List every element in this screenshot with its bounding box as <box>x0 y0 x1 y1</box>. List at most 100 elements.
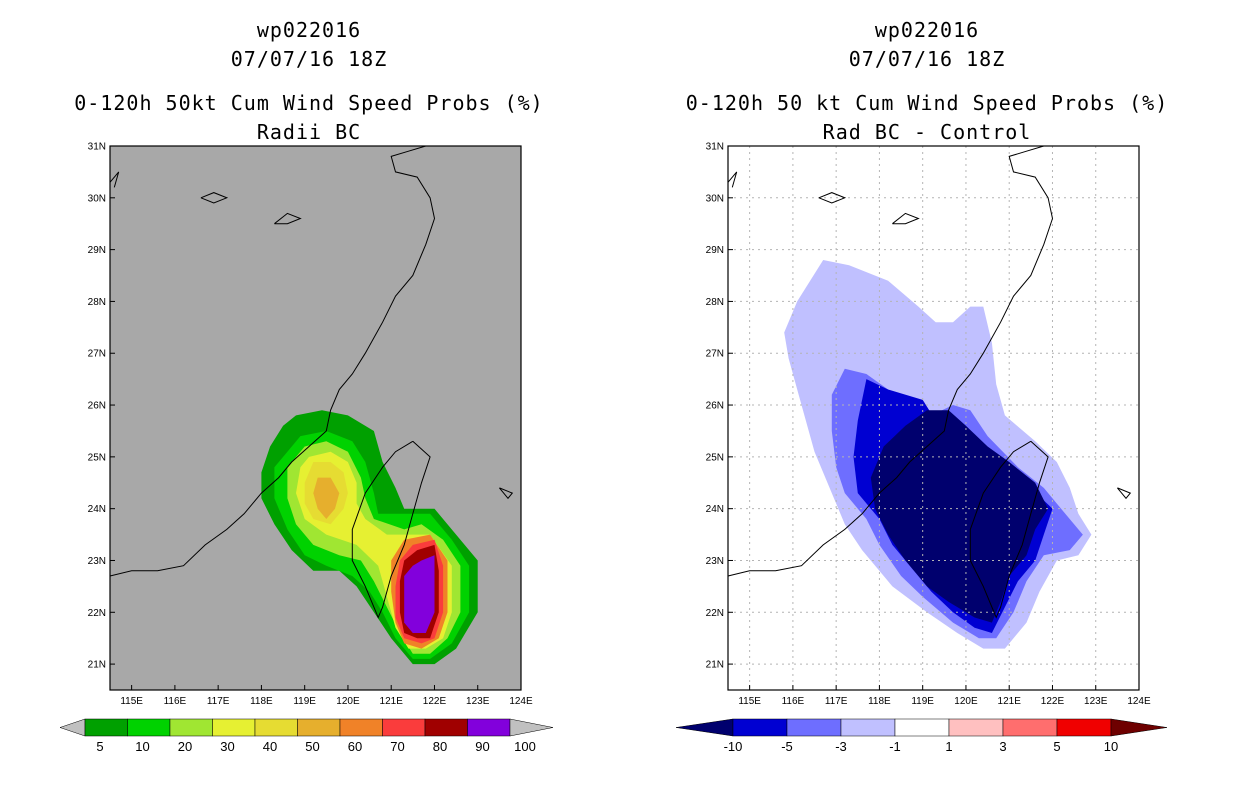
colorbar-label: 90 <box>475 739 489 754</box>
storm-id-title: wp022016 <box>874 18 980 42</box>
colorbar-label: -5 <box>781 739 793 754</box>
y-tick-label: 26N <box>88 401 106 412</box>
x-tick-label: 124E <box>509 696 533 707</box>
y-tick-label: 21N <box>88 660 106 671</box>
colorbar-high-arrow <box>1110 718 1168 737</box>
coastline <box>200 192 229 204</box>
colorbar-swatch <box>732 718 788 737</box>
y-tick-label: 28N <box>88 297 106 308</box>
plot-frame <box>109 145 522 691</box>
colorbar-swatch <box>127 718 171 737</box>
colorbar-label: -10 <box>724 739 743 754</box>
coastline <box>892 212 920 225</box>
colorbar-low-arrow <box>675 718 734 737</box>
y-tick-label: 25N <box>706 452 724 463</box>
x-tick-label: 118E <box>250 696 273 707</box>
colorbar-label: 50 <box>305 739 319 754</box>
chart-subtitle: Radii BC <box>256 120 362 144</box>
x-tick-label: 115E <box>120 696 143 707</box>
y-tick-label: 29N <box>706 245 724 256</box>
contour-level-minus3 <box>1065 529 1083 545</box>
x-tick-label: 123E <box>466 696 490 707</box>
y-tick-label: 21N <box>706 660 724 671</box>
y-tick-label: 31N <box>88 142 106 153</box>
colorbar-label: 5 <box>96 739 103 754</box>
y-tick-label: 29N <box>88 245 106 256</box>
colorbar-label: 40 <box>263 739 277 754</box>
y-tick-label: 27N <box>88 349 106 360</box>
colorbar-label: 10 <box>135 739 149 754</box>
colorbar-label: 100 <box>514 739 536 754</box>
colorbar-swatch <box>786 718 842 737</box>
colorbar-swatch <box>84 718 128 737</box>
y-tick-label: 31N <box>706 142 724 153</box>
y-tick-label: 22N <box>706 608 724 619</box>
x-tick-label: 116E <box>782 696 805 707</box>
x-tick-label: 118E <box>868 696 891 707</box>
colorbar-high-arrow <box>509 718 554 737</box>
y-tick-label: 23N <box>88 556 106 567</box>
colorbar-swatch <box>1002 718 1058 737</box>
x-tick-label: 117E <box>825 696 848 707</box>
colorbar-swatch <box>894 718 950 737</box>
colorbar-swatch <box>467 718 511 737</box>
colorbar-label: 3 <box>999 739 1006 754</box>
x-tick-label: 116E <box>164 696 187 707</box>
colorbar-label: 5 <box>1053 739 1060 754</box>
x-tick-label: 117E <box>207 696 230 707</box>
valid-time-title: 07/07/16 18Z <box>230 47 388 71</box>
x-tick-label: 119E <box>293 696 316 707</box>
colorbar-label: 80 <box>433 739 447 754</box>
y-tick-label: 26N <box>706 401 724 412</box>
colorbar-swatch <box>424 718 468 737</box>
coastline <box>109 145 436 577</box>
chart-subtitle: Rad BC - Control <box>822 120 1032 144</box>
right-chart-panel: wp022016 07/07/16 18Z 0-120h 50 kt Cum W… <box>618 0 1236 800</box>
y-tick-label: 22N <box>88 608 106 619</box>
y-tick-label: 24N <box>706 504 724 515</box>
coastline <box>818 192 847 204</box>
coastline <box>969 440 1049 619</box>
colorbar-label: 1 <box>945 739 952 754</box>
valid-time-title: 07/07/16 18Z <box>848 47 1006 71</box>
y-tick-label: 30N <box>706 193 724 204</box>
chart-title: 0-120h 50kt Cum Wind Speed Probs (%) <box>74 91 544 115</box>
colorbar-label: 20 <box>178 739 192 754</box>
colorbar-label: -1 <box>889 739 901 754</box>
coastline <box>109 171 120 188</box>
contour-level-90 <box>404 555 435 633</box>
coastline <box>1117 487 1132 500</box>
y-tick-label: 27N <box>706 349 724 360</box>
x-tick-label: 120E <box>336 696 360 707</box>
colorbar-swatch <box>254 718 298 737</box>
colorbar-swatch <box>382 718 426 737</box>
colorbar-swatch <box>948 718 1004 737</box>
x-tick-label: 120E <box>954 696 978 707</box>
x-tick-label: 121E <box>998 696 1022 707</box>
left-map-chart: 115E 116E 117E 118E 119E 120E 121E 122E 123E 124E… <box>59 142 554 754</box>
colorbar-swatch <box>212 718 256 737</box>
coastline <box>274 212 302 225</box>
colorbar-swatch <box>297 718 341 737</box>
colorbar-swatch <box>339 718 383 737</box>
contour-level-50 <box>313 477 340 519</box>
storm-id-title: wp022016 <box>256 18 362 42</box>
colorbar-label: 10 <box>1104 739 1118 754</box>
x-tick-label: 119E <box>911 696 934 707</box>
coastline <box>351 440 431 619</box>
colorbar-label: -3 <box>835 739 847 754</box>
chart-title: 0-120h 50 kt Cum Wind Speed Probs (%) <box>685 91 1169 115</box>
coastline <box>727 171 738 188</box>
y-tick-label: 25N <box>88 452 106 463</box>
coastline <box>727 145 1054 577</box>
plot-frame <box>727 145 1140 691</box>
colorbar-swatch <box>1056 718 1112 737</box>
coastline <box>499 487 514 500</box>
y-tick-label: 23N <box>706 556 724 567</box>
y-tick-label: 28N <box>706 297 724 308</box>
colorbar-swatch <box>840 718 896 737</box>
left-chart-panel: wp022016 07/07/16 18Z 0-120h 50kt Cum Wi… <box>59 18 554 754</box>
y-tick-label: 30N <box>88 193 106 204</box>
x-tick-label: 122E <box>1041 696 1065 707</box>
colorbar-label: 30 <box>220 739 234 754</box>
